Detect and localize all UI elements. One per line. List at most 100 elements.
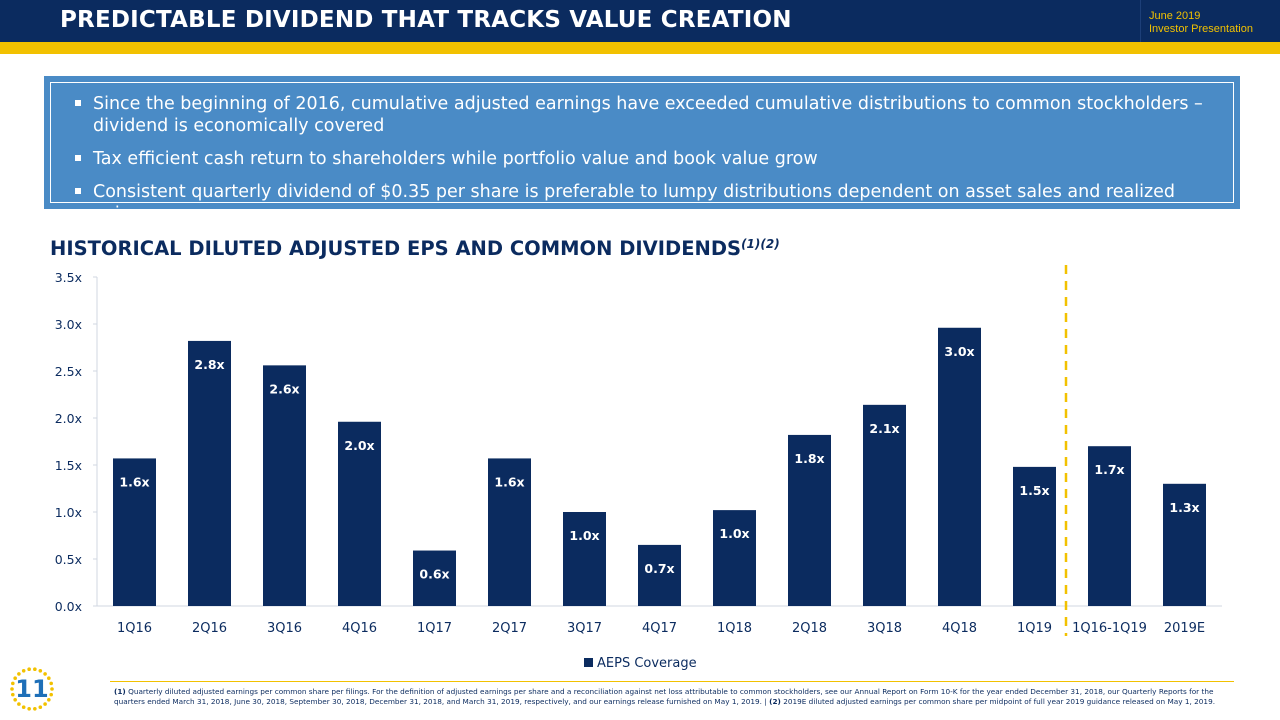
data-label: 0.7x [644, 561, 674, 576]
footnote-marker-2: (2) [769, 696, 781, 706]
page-ring-dot [13, 698, 17, 702]
header-bar: PREDICTABLE DIVIDEND THAT TRACKS VALUE C… [0, 0, 1280, 54]
data-label: 1.6x [494, 474, 524, 489]
footnote: (1) Quarterly diluted adjusted earnings … [114, 687, 1234, 706]
x-tick-label: 3Q16 [267, 621, 302, 636]
data-label: 1.8x [794, 451, 824, 466]
summary-inner: Since the beginning of 2016, cumulative … [50, 82, 1234, 224]
bar [788, 434, 831, 606]
page-number: 11 [15, 675, 49, 703]
page-ring-dot [47, 698, 51, 702]
y-tick-label: 0.0x [55, 599, 82, 614]
x-tick-label: 4Q17 [642, 621, 677, 636]
page-ring-dot [13, 676, 17, 680]
bar [938, 327, 981, 606]
page-ring-dot [21, 669, 26, 673]
data-label: 3.0x [944, 344, 974, 359]
bar [1088, 446, 1131, 606]
summary-bullet: Consistent quarterly dividend of $0.35 p… [73, 181, 1219, 225]
y-tick-label: 1.5x [55, 458, 82, 473]
header-meta: June 2019 Investor Presentation [1140, 0, 1280, 42]
page-ring-dot [49, 681, 53, 686]
y-tick-label: 2.0x [55, 411, 82, 426]
x-tick-label: 1Q19 [1017, 621, 1052, 636]
bar [413, 550, 456, 606]
page-number-ring-icon [10, 667, 54, 711]
bar [263, 365, 306, 606]
x-tick-label: 1Q18 [717, 621, 752, 636]
bar [638, 544, 681, 606]
page-ring-dot [38, 705, 43, 709]
page-ring-dot [27, 667, 31, 671]
data-label: 1.7x [1094, 462, 1124, 477]
legend-swatch [584, 658, 593, 667]
page-ring-dot [21, 705, 26, 709]
summary-bullet-text: Tax efficient cash return to shareholder… [93, 149, 818, 169]
data-label: 1.0x [719, 526, 749, 541]
footnote-text-1: Quarterly diluted adjusted earnings per … [114, 687, 1214, 706]
bar [488, 458, 531, 606]
y-tick-label: 1.0x [55, 505, 82, 520]
page-ring-dot [33, 707, 37, 711]
data-label: 2.1x [869, 421, 899, 436]
page-ring-dot [43, 702, 47, 706]
y-tick-label: 3.5x [55, 270, 82, 285]
page-ring-dot [49, 692, 53, 697]
data-label: 2.6x [269, 381, 299, 396]
bar [713, 510, 756, 606]
x-tick-label: 2019E [1164, 621, 1205, 636]
bullet-square-icon [75, 155, 81, 161]
summary-bullet-text: Consistent quarterly dividend of $0.35 p… [93, 182, 1176, 224]
page-ring-dot [50, 687, 54, 691]
x-tick-label: 3Q18 [867, 621, 902, 636]
footnote-marker-1: (1) [114, 687, 126, 696]
data-label: 2.0x [344, 438, 374, 453]
chart-title-footnote-refs: (1)(2) [741, 237, 780, 251]
page-ring-dot [17, 702, 21, 706]
presentation-date: June 2019 [1149, 10, 1201, 22]
page-ring-dot [17, 672, 21, 676]
x-tick-label: 1Q16-1Q19 [1072, 621, 1147, 636]
page-ring-dot [27, 707, 31, 711]
presentation-subtitle: Investor Presentation [1149, 23, 1253, 35]
page-title: PREDICTABLE DIVIDEND THAT TRACKS VALUE C… [60, 7, 792, 33]
page-ring-dot [11, 681, 15, 686]
bar [863, 404, 906, 606]
y-tick-label: 0.5x [55, 552, 82, 567]
data-label: 1.0x [569, 528, 599, 543]
footnote-text-2: 2019E diluted adjusted earnings per comm… [783, 696, 1216, 706]
footnote-divider [110, 681, 1234, 682]
data-label: 1.6x [119, 474, 149, 489]
summary-bullet: Since the beginning of 2016, cumulative … [73, 93, 1219, 137]
page-ring-dot [10, 687, 14, 691]
bar [113, 458, 156, 606]
page-ring-dot [47, 676, 51, 680]
y-tick-label: 3.0x [55, 317, 82, 332]
bullet-square-icon [75, 100, 81, 106]
data-label: 0.6x [419, 567, 449, 582]
page-ring-dot [38, 669, 43, 673]
data-label: 1.5x [1019, 483, 1049, 498]
aeps-coverage-chart: 0.0x 0.5x 1.0x 1.5x 2.0x 2.5x 3.0x 3.5x 1.6x 1Q16… [55, 265, 1222, 671]
summary-box: Since the beginning of 2016, cumulative … [44, 76, 1240, 224]
page-ring-dot [43, 672, 47, 676]
summary-bullet: Tax efficient cash return to shareholder… [73, 148, 1219, 170]
chart-title: HISTORICAL DILUTED ADJUSTED EPS AND COMM… [50, 237, 780, 260]
x-tick-label: 2Q16 [192, 621, 227, 636]
bar [1163, 483, 1206, 606]
x-tick-label: 2Q18 [792, 621, 827, 636]
bullet-square-icon [75, 188, 81, 194]
bar [563, 512, 606, 606]
y-tick-label: 2.5x [55, 364, 82, 379]
bar [1013, 466, 1056, 606]
bar [188, 340, 231, 606]
page-ring-dot [33, 667, 37, 671]
page-ring-dot [11, 692, 15, 697]
summary-bullet-text: Since the beginning of 2016, cumulative … [93, 94, 1203, 136]
chart-title-text: HISTORICAL DILUTED ADJUSTED EPS AND COMM… [50, 237, 742, 260]
data-label: 2.8x [194, 357, 224, 372]
bar [338, 421, 381, 606]
x-tick-label: 1Q16 [117, 621, 152, 636]
legend-label: AEPS Coverage [597, 656, 697, 671]
data-label: 1.3x [1169, 500, 1199, 515]
